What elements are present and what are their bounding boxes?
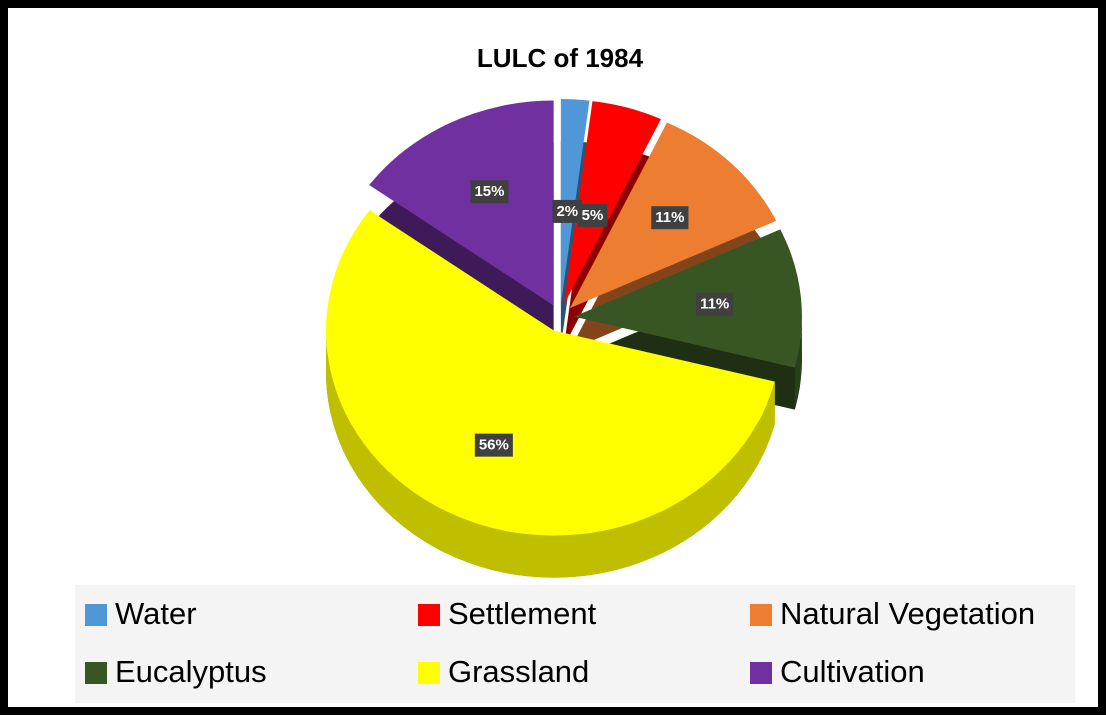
data-label: 2%	[556, 203, 578, 220]
legend-label: Natural Vegetation	[780, 596, 1035, 631]
legend-swatch	[85, 662, 107, 684]
data-label-box	[696, 292, 734, 316]
legend-swatch	[85, 604, 107, 626]
legend-label: Settlement	[448, 596, 597, 631]
data-label: 15%	[474, 183, 504, 200]
legend-swatch	[750, 662, 772, 684]
legend-label: Eucalyptus	[115, 654, 267, 689]
legend-label: Grassland	[448, 654, 589, 689]
slice-side	[326, 330, 775, 578]
pie: 2% 5% 11% 11% 56% 15%	[326, 99, 802, 578]
legend-swatch	[750, 604, 772, 626]
data-label: 56%	[479, 437, 509, 454]
legend: Water Settlement Natural Vegetation Eucalyp…	[85, 596, 1035, 689]
legend-box	[75, 585, 1075, 703]
chart-title: LULC of 1984	[477, 43, 644, 73]
data-label-box	[474, 433, 513, 457]
data-label: 11%	[700, 296, 729, 313]
legend-swatch	[418, 662, 440, 684]
data-label-box	[651, 206, 689, 230]
data-label-box	[577, 203, 608, 227]
slice	[573, 229, 802, 368]
legend-label: Water	[115, 596, 197, 631]
slice	[326, 210, 775, 536]
data-label-box	[470, 180, 509, 204]
legend-swatch	[418, 604, 440, 626]
data-label-box	[552, 199, 583, 223]
legend-label: Cultivation	[780, 654, 925, 689]
slice-side	[794, 316, 802, 410]
slice	[563, 101, 661, 305]
data-label: 5%	[582, 207, 604, 224]
slice	[369, 100, 554, 306]
data-label: 11%	[655, 209, 684, 226]
